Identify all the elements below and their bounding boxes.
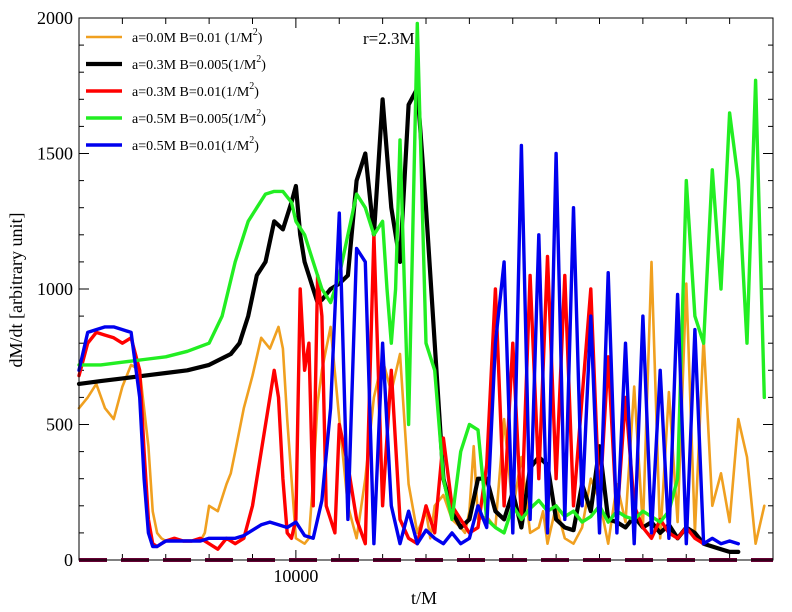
x-tick-label: 10000 — [273, 566, 318, 586]
series-line-3 — [77, 233, 706, 551]
legend-label-4: a=0.5M B=0.005(1/M2) — [132, 108, 266, 127]
radius-annotation: r=2.3M — [363, 29, 415, 48]
legend-label-1: a=0.0M B=0.01 (1/M2) — [132, 27, 263, 46]
legend: a=0.0M B=0.01 (1/M2) a=0.3M B=0.005(1/M2)… — [86, 27, 266, 154]
legend-label-2: a=0.3M B=0.005(1/M2) — [132, 54, 266, 73]
y-axis-label: dM/dt [arbitrary unit] — [6, 213, 26, 368]
legend-label-3: a=0.3M B=0.01(1/M2) — [132, 81, 259, 100]
y-tick-label: 0 — [64, 550, 73, 570]
y-tick-label: 500 — [46, 415, 73, 435]
plot-frame — [78, 17, 774, 561]
x-axis-label: t/M — [411, 588, 437, 608]
y-tick-label: 2000 — [37, 8, 73, 28]
y-tick-label: 1000 — [37, 279, 73, 299]
y-tick-label: 1500 — [37, 144, 73, 164]
legend-label-5: a=0.5M B=0.01(1/M2) — [132, 135, 259, 154]
series-line-4 — [77, 21, 766, 535]
series-line-5 — [77, 143, 740, 549]
